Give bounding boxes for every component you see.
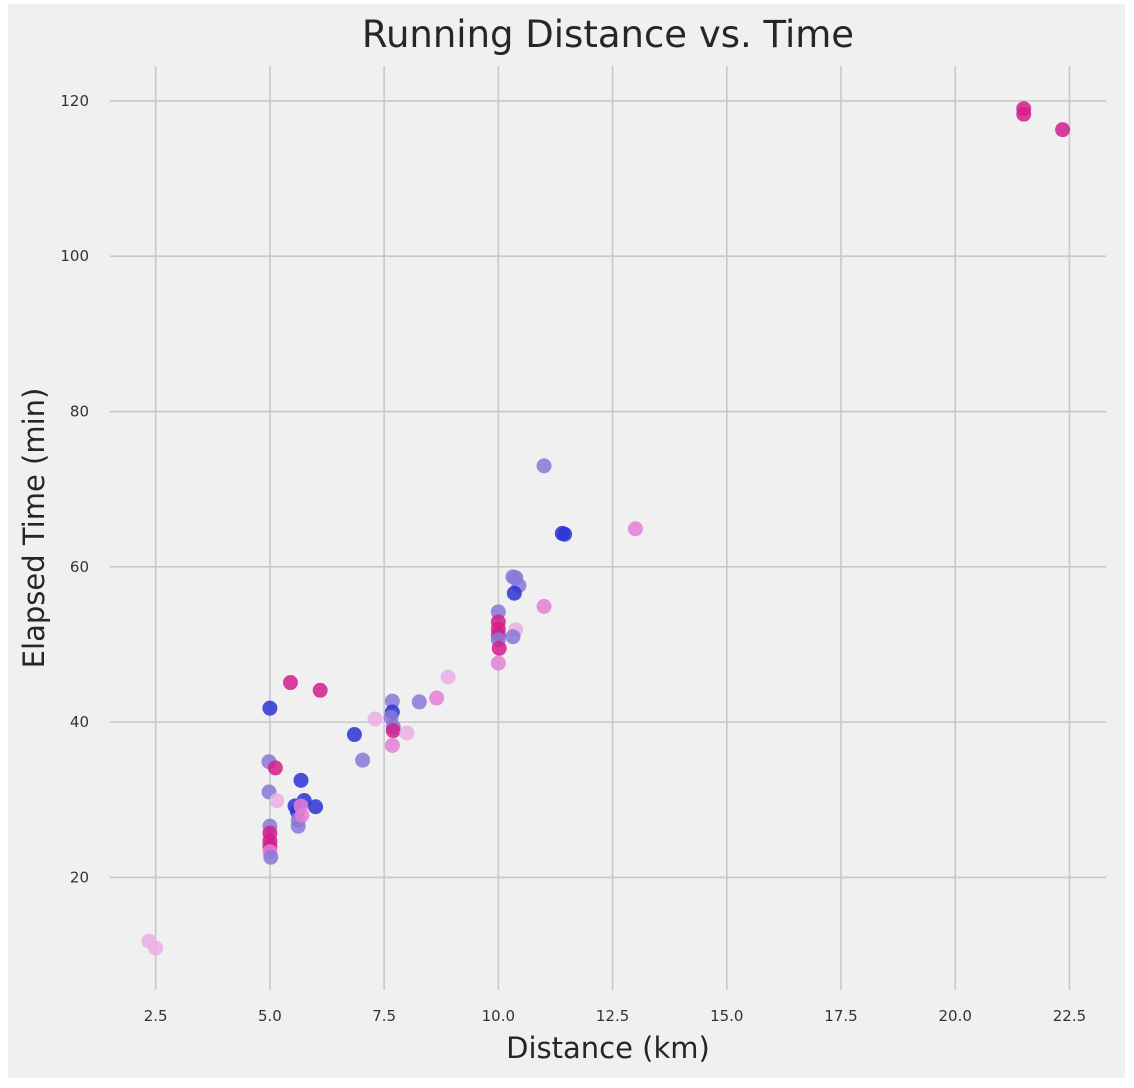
scatter-point (312, 682, 328, 698)
scatter-point (491, 640, 507, 656)
chart-title: Running Distance vs. Time (362, 13, 854, 56)
scatter-point (399, 725, 415, 741)
scatter-point (440, 669, 456, 685)
y-tick-label: 100 (60, 247, 89, 265)
y-axis-label: Elapsed Time (min) (17, 388, 51, 669)
scatter-point (355, 752, 371, 768)
scatter-point (411, 694, 427, 710)
scatter-point (385, 723, 401, 739)
scatter-point (536, 458, 552, 474)
x-tick-label: 22.5 (1053, 1007, 1086, 1025)
scatter-point (267, 760, 283, 776)
x-axis-ticks: 2.5 5.0 7.5 10.0 12.5 15.0 17.5 20.0 22.5 (144, 1007, 1086, 1025)
scatter-point (536, 598, 552, 614)
x-tick-label: 10.0 (482, 1007, 515, 1025)
scatter-point (367, 711, 383, 727)
scatter-point (263, 849, 279, 865)
scatter-point (346, 727, 362, 743)
scatter-point (384, 737, 400, 753)
scatter-point (1016, 106, 1032, 122)
x-tick-label: 15.0 (710, 1007, 743, 1025)
scatter-point (294, 807, 310, 823)
scatter-point (429, 690, 445, 706)
scatter-point (506, 585, 522, 601)
scatter-point (308, 799, 324, 815)
y-tick-label: 40 (70, 713, 89, 731)
scatter-point (1055, 122, 1071, 138)
y-tick-label: 120 (60, 92, 89, 110)
scatter-point (282, 675, 298, 691)
x-tick-label: 12.5 (596, 1007, 629, 1025)
scatter-point (269, 793, 285, 809)
scatter-point (557, 526, 573, 542)
grid-lines (110, 66, 1106, 990)
data-points (141, 101, 1071, 956)
scatter-point (262, 700, 278, 716)
x-tick-label: 7.5 (372, 1007, 396, 1025)
x-axis-label: Distance (km) (506, 1031, 710, 1065)
y-axis-ticks: 20 40 60 80 100 120 (60, 92, 89, 886)
y-tick-label: 80 (70, 403, 89, 421)
x-tick-label: 17.5 (824, 1007, 857, 1025)
scatter-point (293, 772, 309, 788)
scatter-point (627, 521, 643, 537)
x-tick-label: 2.5 (144, 1007, 168, 1025)
scatter-point (148, 940, 164, 956)
x-tick-label: 20.0 (939, 1007, 972, 1025)
scatter-point (490, 655, 506, 671)
x-tick-label: 5.0 (258, 1007, 282, 1025)
scatter-point (505, 629, 521, 645)
y-tick-label: 60 (70, 558, 89, 576)
y-tick-label: 20 (70, 868, 89, 886)
scatter-point (384, 693, 400, 709)
